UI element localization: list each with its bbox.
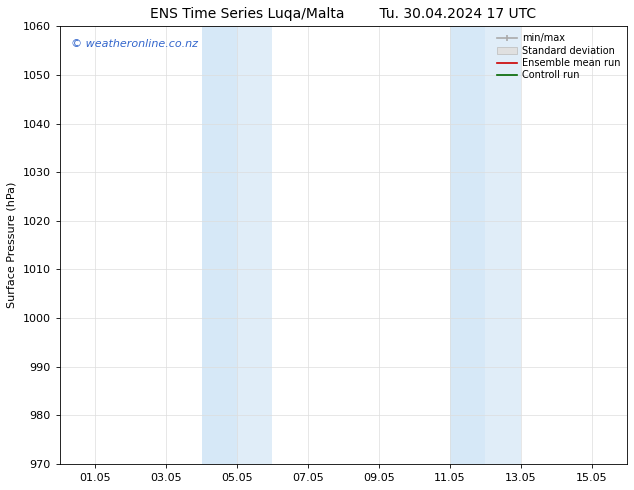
Bar bbox=[237, 26, 273, 464]
Y-axis label: Surface Pressure (hPa): Surface Pressure (hPa) bbox=[7, 182, 17, 308]
Legend: min/max, Standard deviation, Ensemble mean run, Controll run: min/max, Standard deviation, Ensemble me… bbox=[496, 31, 622, 82]
Bar bbox=[202, 26, 237, 464]
Bar bbox=[450, 26, 485, 464]
Bar bbox=[485, 26, 521, 464]
Text: © weatheronline.co.nz: © weatheronline.co.nz bbox=[71, 39, 198, 49]
Title: ENS Time Series Luqa/Malta        Tu. 30.04.2024 17 UTC: ENS Time Series Luqa/Malta Tu. 30.04.202… bbox=[150, 7, 536, 21]
